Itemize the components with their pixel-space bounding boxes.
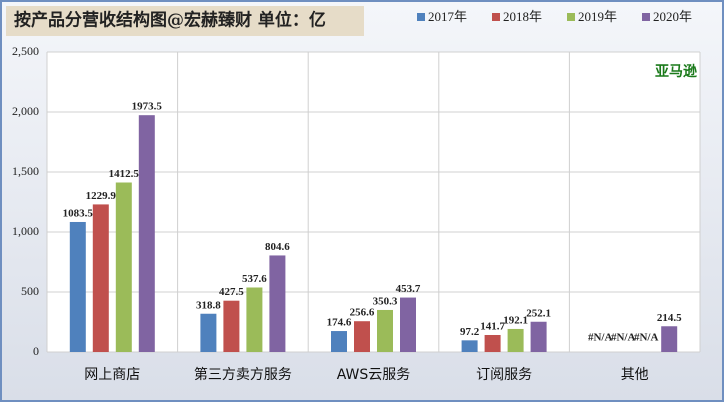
x-tick-label: 其他 (621, 367, 649, 383)
legend-swatch (567, 13, 575, 21)
bar (200, 313, 217, 352)
y-tick-label: 2,000 (12, 104, 39, 118)
annotation: 亚马逊 (655, 64, 697, 80)
data-label: 1412.5 (109, 168, 140, 180)
data-label: 318.8 (196, 299, 221, 311)
data-label: 1229.9 (86, 190, 117, 202)
bar (400, 297, 416, 352)
bar (69, 221, 86, 352)
data-label: 537.6 (242, 273, 267, 285)
y-tick-label: 2,500 (12, 44, 39, 58)
data-label: 141.7 (480, 321, 505, 333)
bar (354, 321, 370, 352)
y-tick-label: 0 (33, 344, 39, 358)
data-label: 427.5 (219, 286, 244, 298)
legend-label: 2018年 (503, 9, 542, 24)
x-tick-label: 第三方卖方服务 (194, 366, 292, 383)
legend-label: 2019年 (578, 9, 617, 24)
data-label: #N/A (634, 332, 659, 344)
data-label: 256.6 (350, 307, 375, 319)
bar (246, 287, 263, 352)
bar (115, 182, 132, 352)
legend-label: 2017年 (428, 9, 467, 24)
bar (461, 340, 478, 352)
data-label: 804.6 (265, 241, 290, 253)
bar (661, 326, 678, 352)
title-box (6, 6, 364, 36)
data-label: 214.5 (657, 312, 682, 324)
bar (223, 300, 240, 352)
legend-swatch (642, 13, 650, 21)
y-tick-label: 1,000 (12, 224, 39, 238)
data-label: 174.6 (327, 317, 352, 329)
bar (530, 321, 547, 352)
bar (138, 115, 155, 353)
x-tick-label: 订阅服务 (476, 367, 532, 383)
data-label: 350.3 (373, 295, 398, 307)
data-label: 192.1 (503, 314, 528, 326)
legend-swatch (492, 13, 500, 21)
data-label: 453.7 (396, 283, 421, 295)
data-label: 97.2 (460, 326, 480, 338)
bar (269, 255, 286, 352)
bar (507, 328, 524, 352)
data-label: 252.1 (526, 307, 551, 319)
bar (92, 204, 109, 352)
plot-area (47, 52, 700, 352)
y-tick-label: 500 (21, 284, 39, 298)
legend-swatch (417, 13, 425, 21)
bar (484, 334, 501, 352)
data-label: #N/A (611, 332, 636, 344)
x-tick-label: AWS云服务 (337, 367, 411, 383)
bar (377, 309, 393, 352)
y-tick-label: 1,500 (12, 164, 39, 178)
chart-title: 按产品分营收结构图@宏赫臻财 单位：亿 (14, 10, 326, 31)
data-label: #N/A (588, 332, 613, 344)
legend-label: 2020年 (653, 9, 692, 24)
data-label: 1973.5 (132, 101, 163, 113)
data-label: 1083.5 (63, 208, 94, 220)
bar (331, 331, 347, 352)
x-tick-label: 网上商店 (84, 367, 140, 383)
